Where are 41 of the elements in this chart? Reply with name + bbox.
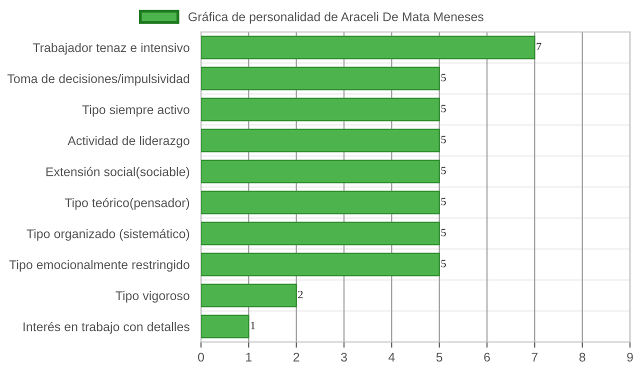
y-tick-label: Tipo siempre activo — [82, 104, 190, 117]
x-tick-label: 7 — [532, 352, 538, 362]
x-tick-label: 6 — [484, 352, 490, 362]
data-label: 5 — [441, 136, 446, 144]
bar — [201, 36, 536, 60]
bar — [201, 98, 440, 122]
data-label: 5 — [441, 74, 446, 82]
x-tick-label: 3 — [341, 352, 347, 362]
x-tick-label: 1 — [246, 352, 252, 362]
y-tick-label: Extensión social(sociable) — [46, 166, 190, 179]
bar — [201, 222, 440, 246]
y-tick-label: Actividad de liderazgo — [68, 136, 190, 148]
y-tick-label: Interés en trabajo con detalles — [24, 322, 190, 334]
y-tick-label: Tipo vigoroso — [116, 290, 190, 303]
bar — [201, 190, 440, 214]
bar — [201, 284, 297, 308]
bar — [201, 314, 250, 338]
data-label: 5 — [441, 166, 446, 174]
data-label: 2 — [298, 290, 303, 298]
data-label: 5 — [441, 260, 446, 268]
bar — [201, 66, 440, 90]
data-label: 5 — [441, 104, 446, 112]
x-tick-label: 5 — [436, 352, 442, 362]
x-tick-label: 8 — [579, 352, 586, 362]
bar — [201, 128, 440, 152]
x-tick-label: 0 — [198, 352, 204, 362]
data-label: 5 — [441, 228, 446, 236]
y-tick-label: Trabajador tenaz e intensivo — [32, 42, 190, 55]
x-tick-label: 4 — [388, 352, 395, 362]
x-tick-label: 9 — [627, 352, 633, 362]
bar — [201, 252, 440, 276]
y-tick-label: Tipo teórico(pensador) — [64, 198, 190, 210]
data-label: 7 — [536, 42, 542, 50]
bar — [201, 160, 440, 184]
data-label: 5 — [441, 198, 446, 206]
legend-label: Gráfica de personalidad de Araceli De Mata Meneses — [188, 12, 484, 24]
x-tick-label: 2 — [293, 352, 300, 362]
y-tick-label: Tipo emocionalmente restringido — [9, 260, 190, 272]
y-tick-label: Toma de decisiones/impulsividad — [7, 74, 190, 86]
data-label: 1 — [251, 322, 255, 330]
y-tick-label: Tipo organizado (sistemático) — [26, 228, 190, 241]
